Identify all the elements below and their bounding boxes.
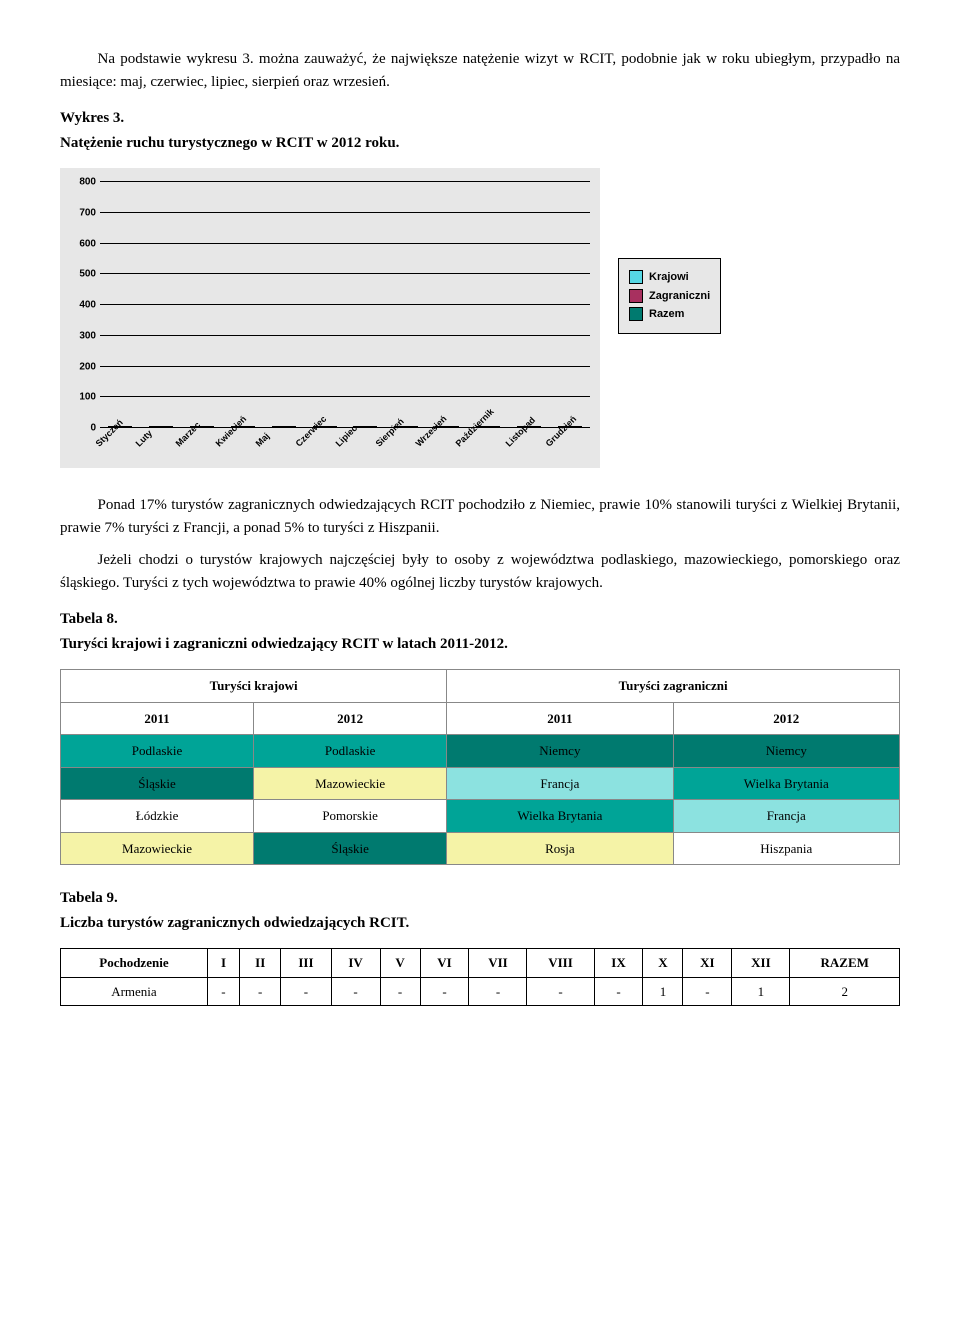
table-cell: Niemcy [673, 735, 899, 768]
chart-plot-area [100, 182, 590, 428]
table9-cell: - [594, 977, 643, 1006]
table9-header: II [240, 949, 281, 978]
table9-header: Pochodzenie [61, 949, 208, 978]
tabela9-subtitle: Liczba turystów zagranicznych odwiedzają… [60, 912, 900, 935]
tabela8-subtitle: Turyści krajowi i zagraniczni odwiedzają… [60, 633, 900, 656]
table9-cell: - [240, 977, 281, 1006]
gridline [100, 181, 590, 182]
table-cell: Pomorskie [254, 800, 447, 833]
paragraph-2: Ponad 17% turystów zagranicznych odwiedz… [60, 494, 900, 539]
table-8: Turyści krajowiTuryści zagraniczni201120… [60, 669, 900, 865]
table9-header: XI [683, 949, 732, 978]
table-cell: Niemcy [447, 735, 673, 768]
chart-container: StyczeńLutyMarzecKwiecieńMajCzerwiecLipi… [60, 168, 900, 468]
table9-cell: - [527, 977, 594, 1006]
table-cell: Wielka Brytania [673, 767, 899, 800]
y-tick-label: 0 [90, 421, 96, 436]
chart-bars [100, 182, 590, 428]
legend-swatch [629, 270, 643, 284]
y-tick-label: 800 [79, 175, 96, 190]
legend-label: Razem [649, 306, 684, 323]
table9-cell: 2 [790, 977, 900, 1006]
y-tick-label: 500 [79, 267, 96, 282]
table-cell: Rosja [447, 832, 673, 865]
table-cell: Mazowieckie [254, 767, 447, 800]
table9-header: IX [594, 949, 643, 978]
y-tick-label: 300 [79, 328, 96, 343]
table9-header: XII [732, 949, 790, 978]
gridline [100, 366, 590, 367]
y-tick-label: 700 [79, 205, 96, 220]
table9-cell: - [207, 977, 239, 1006]
table9-cell: - [420, 977, 469, 1006]
gridline [100, 273, 590, 274]
gridline [100, 396, 590, 397]
bar-chart: StyczeńLutyMarzecKwiecieńMajCzerwiecLipi… [60, 168, 600, 468]
table9-cell: - [331, 977, 380, 1006]
table-cell: Francja [447, 767, 673, 800]
table-year-header: 2012 [254, 702, 447, 735]
table9-cell: 1 [643, 977, 683, 1006]
tabela8-title: Tabela 8. [60, 608, 900, 631]
intro-paragraph: Na podstawie wykresu 3. można zauważyć, … [60, 48, 900, 93]
table9-header: IV [331, 949, 380, 978]
table-cell: Podlaskie [254, 735, 447, 768]
gridline [100, 335, 590, 336]
table-cell: Wielka Brytania [447, 800, 673, 833]
table9-header: V [380, 949, 420, 978]
table-cell: Mazowieckie [61, 832, 254, 865]
gridline [100, 243, 590, 244]
table-cell: Śląskie [254, 832, 447, 865]
table-header: Turyści zagraniczni [447, 670, 900, 703]
table9-cell: - [380, 977, 420, 1006]
y-tick-label: 600 [79, 236, 96, 251]
table-cell: Podlaskie [61, 735, 254, 768]
chart-legend: Krajowi ZagraniczniRazem [618, 258, 721, 334]
table9-cell: - [281, 977, 331, 1006]
legend-swatch [629, 289, 643, 303]
table9-cell: - [683, 977, 732, 1006]
gridline [100, 212, 590, 213]
table-9: PochodzenieIIIIIIIVVVIVIIVIIIIXXXIXIIRAZ… [60, 948, 900, 1006]
legend-label: Krajowi [649, 269, 689, 286]
table9-cell: 1 [732, 977, 790, 1006]
y-tick-label: 200 [79, 359, 96, 374]
wykres3-subtitle: Natężenie ruchu turystycznego w RCIT w 2… [60, 132, 900, 155]
y-tick-label: 400 [79, 298, 96, 313]
table9-cell: - [469, 977, 527, 1006]
table9-header: III [281, 949, 331, 978]
table9-header: I [207, 949, 239, 978]
table-year-header: 2011 [61, 702, 254, 735]
gridline [100, 304, 590, 305]
table9-header: VIII [527, 949, 594, 978]
table-cell: Francja [673, 800, 899, 833]
legend-row: Krajowi [629, 269, 710, 286]
legend-row: Razem [629, 306, 710, 323]
legend-swatch [629, 307, 643, 321]
table-cell: Łódzkie [61, 800, 254, 833]
table9-header: VII [469, 949, 527, 978]
table-header: Turyści krajowi [61, 670, 447, 703]
tabela9-title: Tabela 9. [60, 887, 900, 910]
paragraph-3: Jeżeli chodzi o turystów krajowych najcz… [60, 549, 900, 594]
legend-label: Zagraniczni [649, 288, 710, 305]
table9-header: RAZEM [790, 949, 900, 978]
wykres3-title: Wykres 3. [60, 107, 900, 130]
table9-cell: Armenia [61, 977, 208, 1006]
table-year-header: 2012 [673, 702, 899, 735]
legend-row: Zagraniczni [629, 288, 710, 305]
chart-x-labels: StyczeńLutyMarzecKwiecieńMajCzerwiecLipi… [100, 428, 590, 468]
table9-header: VI [420, 949, 469, 978]
table-year-header: 2011 [447, 702, 673, 735]
y-tick-label: 100 [79, 390, 96, 405]
table-cell: Śląskie [61, 767, 254, 800]
table9-header: X [643, 949, 683, 978]
table-cell: Hiszpania [673, 832, 899, 865]
